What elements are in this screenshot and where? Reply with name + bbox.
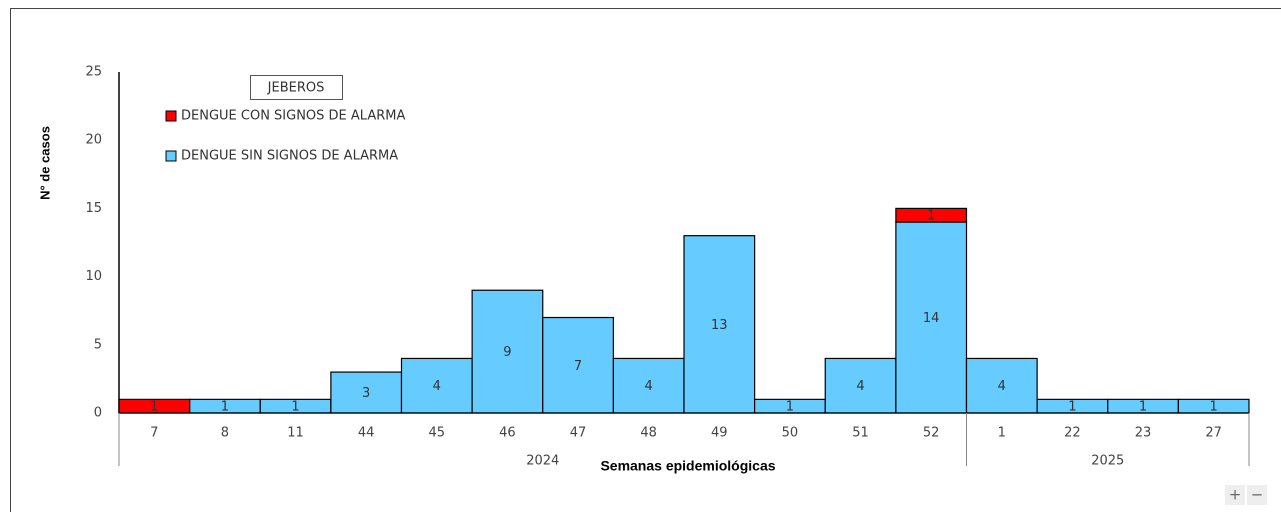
x-tick-label: 1 — [998, 426, 1006, 441]
y-tick-label: 0 — [94, 406, 102, 421]
zoom-button-label[interactable]: − — [1251, 486, 1264, 504]
y-tick-label: 20 — [85, 133, 102, 148]
x-tick-label: 46 — [499, 426, 516, 441]
x-tick-label: 47 — [570, 426, 587, 441]
legend-label: DENGUE SIN SIGNOS DE ALARMA — [181, 149, 398, 164]
data-label: 14 — [923, 311, 940, 326]
x-tick-label: 52 — [923, 426, 940, 441]
x-tick-label: 11 — [287, 426, 304, 441]
legend-swatch — [166, 151, 176, 161]
y-tick-label: 5 — [94, 337, 102, 352]
data-label: 3 — [362, 386, 370, 401]
data-label: 1 — [927, 209, 935, 224]
data-label: 4 — [998, 379, 1006, 394]
x-axis-label: Semanas epidemiológicas — [600, 458, 775, 474]
y-tick-label: 25 — [85, 65, 102, 80]
legend-swatch — [166, 111, 176, 121]
group-label: 2024 — [526, 454, 559, 469]
x-tick-label: 8 — [221, 426, 229, 441]
data-label: 13 — [711, 318, 728, 333]
x-tick-label: 48 — [640, 426, 657, 441]
data-label: 4 — [433, 379, 441, 394]
data-label: 7 — [574, 359, 582, 374]
zoom-button-label[interactable]: + — [1229, 486, 1242, 504]
legend-label: DENGUE CON SIGNOS DE ALARMA — [181, 109, 405, 124]
y-axis-label: N° de casos — [37, 126, 52, 200]
x-tick-label: 7 — [150, 426, 158, 441]
x-tick-label: 44 — [358, 426, 375, 441]
annotation: JEBEROS — [267, 81, 325, 96]
x-tick-label: 27 — [1205, 426, 1222, 441]
x-tick-label: 51 — [852, 426, 869, 441]
x-tick-label: 22 — [1064, 426, 1081, 441]
data-label: 9 — [503, 345, 511, 360]
group-label: 2025 — [1091, 454, 1124, 469]
data-label: 4 — [856, 379, 864, 394]
y-tick-label: 10 — [85, 269, 102, 284]
x-tick-label: 23 — [1135, 426, 1152, 441]
y-tick-label: 15 — [85, 201, 102, 216]
data-label: 4 — [645, 379, 653, 394]
x-tick-label: 45 — [429, 426, 446, 441]
x-tick-label: 49 — [711, 426, 728, 441]
x-tick-label: 50 — [782, 426, 799, 441]
